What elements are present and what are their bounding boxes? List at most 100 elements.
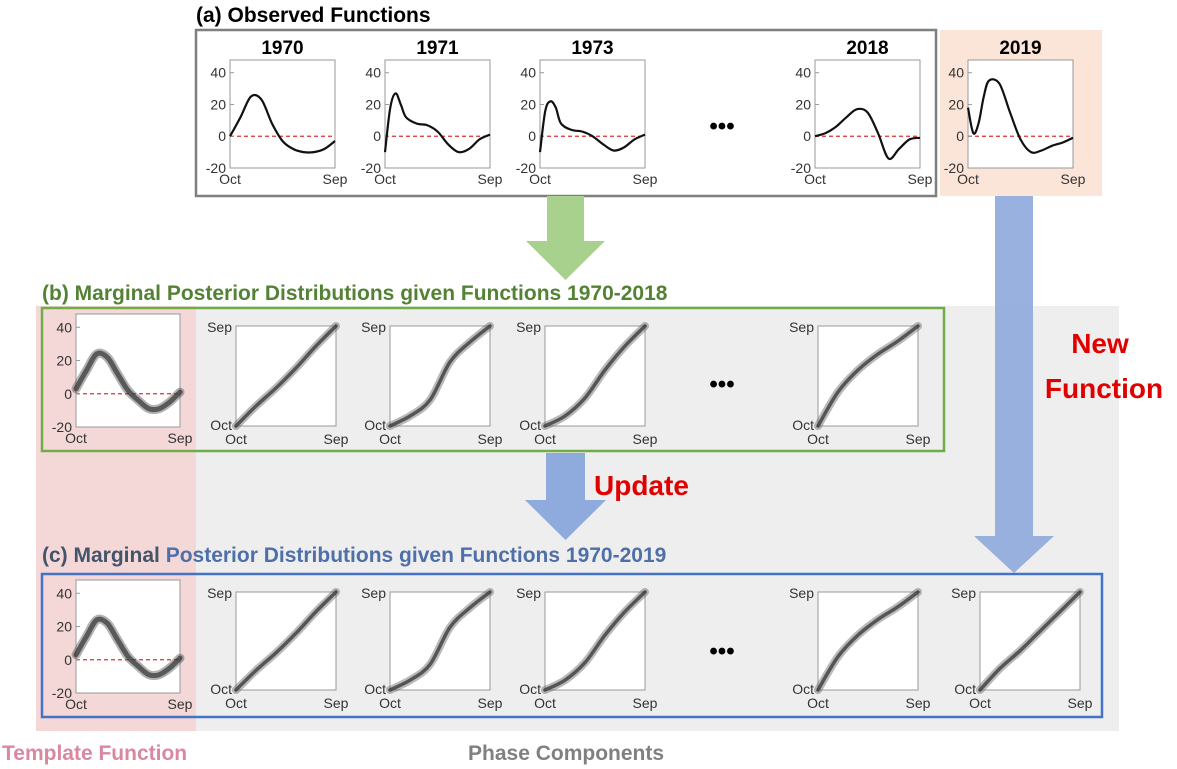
down-arrow-green <box>526 196 605 280</box>
phase-c-2018-xtick-end: Sep <box>906 695 931 711</box>
observed-1970-xtick-end: Sep <box>323 171 348 187</box>
observed-1970-title: 1970 <box>261 38 303 59</box>
observed-2018-ytick-label: 0 <box>803 128 811 144</box>
phase-b-2018-band-core <box>816 324 920 428</box>
observed-2019-curve <box>966 78 1074 154</box>
observed-1973-ytick-label: 0 <box>528 128 536 144</box>
phase-c-2018-xtick-start: Oct <box>807 695 829 711</box>
observed-2019-xtick-start: Oct <box>957 171 979 187</box>
observed-2019-ytick-label: 40 <box>948 65 964 81</box>
phase-c-1970-ytick-bottom: Oct <box>210 681 232 697</box>
phase-b-2018-ytick-top: Sep <box>789 319 814 335</box>
template-function-label: Template Function <box>2 742 187 765</box>
observed-1970-ytick-label: 0 <box>218 128 226 144</box>
observed-2019-ytick-label: 0 <box>956 128 964 144</box>
observed-1970-axes-box <box>229 59 336 169</box>
phase-c-1970-xtick-start: Oct <box>225 695 247 711</box>
phase-c-2019-ytick-top: Sep <box>951 585 976 601</box>
observed-2018-title: 2018 <box>846 38 888 59</box>
update-arrow <box>525 453 606 540</box>
section-c-box <box>40 572 1104 719</box>
observed-1973-curve <box>538 100 646 153</box>
phase-b-2018-ytick-bottom: Oct <box>792 417 814 433</box>
template-c-band-core <box>73 616 183 679</box>
observed-2019-xtick-end: Sep <box>1061 171 1086 187</box>
phase-b-1973-ytick-bottom: Oct <box>519 417 541 433</box>
ellipsis-a: ••• <box>709 113 734 140</box>
section-c-title-prefix: (c) Marginal <box>42 544 166 567</box>
phase-b-2018-xtick-start: Oct <box>807 431 829 447</box>
template-b-xtick-start: Oct <box>65 430 87 446</box>
phase-b-1970-ytick-top: Sep <box>207 319 232 335</box>
observed-2018-ytick-label: 40 <box>795 65 811 81</box>
phase-c-1973-band-core <box>543 590 647 692</box>
phase-b-1971-xtick-start: Oct <box>379 431 401 447</box>
observed-1973-ytick-label: -20 <box>516 160 536 176</box>
observed-1971-axes-box <box>384 59 491 169</box>
phase-c-1970-ytick-top: Sep <box>207 585 232 601</box>
phase-c-1970-xtick-end: Sep <box>324 695 349 711</box>
observed-1971-ytick-label: 20 <box>365 96 381 112</box>
observed-1970-xtick-start: Oct <box>219 171 241 187</box>
phase-c-1971-band-core <box>388 590 492 692</box>
phase-c-1971-ytick-top: Sep <box>361 585 386 601</box>
phase-c-2019-band-core <box>978 590 1082 692</box>
new-function-arrow <box>974 196 1054 573</box>
template-b-ytick-label: 20 <box>56 353 72 369</box>
observed-2019-ytick-label: 20 <box>948 96 964 112</box>
phase-b-1971-ytick-top: Sep <box>361 319 386 335</box>
observed-2018-ytick-label: 20 <box>795 96 811 112</box>
observed-1973-ytick-label: 40 <box>520 65 536 81</box>
phase-c-1973-xtick-end: Sep <box>633 695 658 711</box>
phase-c-2019-xtick-end: Sep <box>1068 695 1093 711</box>
section-c-title-main: Posterior Distributions given Functions … <box>166 544 667 567</box>
template-b-band-core <box>73 350 183 413</box>
phase-c-1973-ytick-top: Sep <box>516 585 541 601</box>
observed-1971-title: 1971 <box>416 38 459 59</box>
observed-1971-xtick-end: Sep <box>478 171 503 187</box>
observed-1970-ytick-label: 20 <box>210 96 226 112</box>
template-b-ytick-label: 0 <box>64 386 72 402</box>
observed-1973-xtick-start: Oct <box>529 171 551 187</box>
observed-1971-ytick-label: -20 <box>361 160 381 176</box>
template-c-ytick-label: 40 <box>56 585 72 601</box>
template-c-ytick-label: -20 <box>52 685 72 701</box>
phase-c-1971-ytick-bottom: Oct <box>364 681 386 697</box>
template-b-ytick-label: -20 <box>52 419 72 435</box>
phase-b-1971-axes-box <box>389 325 491 427</box>
new-function-label-line2: Function <box>1045 373 1163 404</box>
phase-c-1971-axes-box <box>389 591 491 691</box>
phase-c-2018-axes-box <box>817 591 919 691</box>
observed-1971-xtick-start: Oct <box>374 171 396 187</box>
observed-1970-ytick-label: -20 <box>206 160 226 176</box>
phase-b-1971-ytick-bottom: Oct <box>364 417 386 433</box>
observed-1971-curve <box>383 92 491 154</box>
phase-components-label: Phase Components <box>468 742 664 765</box>
observed-2018-xtick-end: Sep <box>908 171 933 187</box>
template-c-ytick-label: 0 <box>64 652 72 668</box>
observed-1973-axes-box <box>539 59 646 169</box>
phase-c-2018-ytick-top: Sep <box>789 585 814 601</box>
phase-c-2018-band-core <box>816 590 920 692</box>
phase-b-1970-band-core <box>234 324 338 428</box>
phase-b-2018-xtick-end: Sep <box>906 431 931 447</box>
observed-2018-ytick-label: -20 <box>791 160 811 176</box>
observed-1973-title: 1973 <box>571 38 613 59</box>
observed-2019-ytick-label: -20 <box>944 160 964 176</box>
phase-c-1973-xtick-start: Oct <box>534 695 556 711</box>
phase-b-1973-xtick-start: Oct <box>534 431 556 447</box>
phase-b-1973-ytick-top: Sep <box>516 319 541 335</box>
phase-b-1970-xtick-start: Oct <box>225 431 247 447</box>
observed-1971-ytick-label: 40 <box>365 65 381 81</box>
phase-b-1970-xtick-end: Sep <box>324 431 349 447</box>
ellipsis-b: ••• <box>709 371 734 398</box>
template-c-ytick-label: 20 <box>56 619 72 635</box>
observed-2019-title: 2019 <box>999 38 1041 59</box>
observed-2018-curve <box>814 107 921 161</box>
phase-c-2018-ytick-bottom: Oct <box>792 681 814 697</box>
observed-2018-xtick-start: Oct <box>804 171 826 187</box>
observed-1971-ytick-label: 0 <box>373 128 381 144</box>
phase-b-1971-band-core <box>388 324 492 428</box>
